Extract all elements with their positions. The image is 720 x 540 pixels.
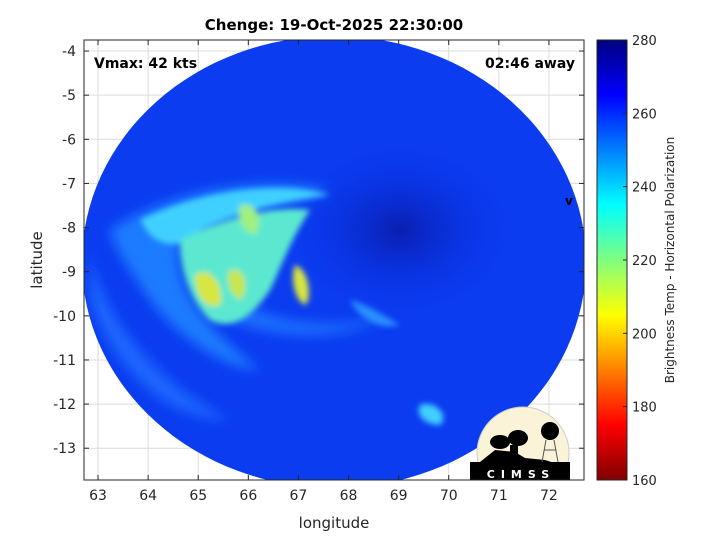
x-tick-label: 70 [440, 488, 458, 504]
cimss-logo-text: CIMSS [487, 468, 555, 481]
colorbar-tick-label: 240 [632, 181, 657, 196]
y-tick-label: -12 [53, 397, 76, 413]
y-axis-label: latitude [28, 231, 46, 289]
colorbar [596, 39, 628, 481]
x-tick-label: 71 [490, 488, 508, 504]
colorbar-tick-label: 180 [632, 401, 657, 416]
y-tick-label: -11 [53, 353, 76, 369]
y-tick-label: -4 [62, 44, 76, 60]
y-tick-label: -13 [53, 441, 76, 457]
vmax-annotation: Vmax: 42 kts [94, 56, 197, 72]
center-marker: v [565, 194, 573, 208]
x-tick-label: 68 [340, 488, 358, 504]
chart-title: Chenge: 19-Oct-2025 22:30:00 [205, 16, 463, 34]
colorbar-ticks: 160 180 200 220 240 260 280 [623, 34, 657, 489]
y-tick-label: -7 [62, 176, 76, 192]
colorbar-tick-label: 160 [632, 474, 657, 489]
colorbar-tick-label: 220 [632, 254, 657, 269]
x-tick-label: 67 [290, 488, 308, 504]
plot-frame [83, 39, 585, 481]
brightness-temp-image: CIMSS [84, 40, 584, 481]
x-tick-label: 64 [139, 488, 157, 504]
colorbar-label: Brightness Temp - Horizontal Polarizatio… [663, 137, 677, 384]
axis-ticks: 63 64 65 66 67 68 69 70 71 72 -4 -5 -6 -7 -8 -9 -10 -11 -1… [53, 40, 584, 504]
colorbar-tick-label: 280 [632, 34, 657, 49]
y-tick-label: -9 [62, 265, 76, 281]
cimss-logo: CIMSS [470, 406, 570, 481]
colorbar-tick-label: 260 [632, 107, 657, 122]
y-tick-label: -6 [62, 132, 76, 148]
x-tick-label: 66 [239, 488, 257, 504]
x-tick-label: 65 [189, 488, 207, 504]
x-tick-label: 72 [540, 488, 558, 504]
colorbar-tick-label: 200 [632, 327, 657, 342]
x-axis-label: longitude [299, 514, 370, 532]
x-tick-label: 69 [390, 488, 408, 504]
time-away-annotation: 02:46 away [485, 56, 575, 72]
y-tick-label: -8 [62, 221, 76, 237]
y-tick-label: -10 [53, 309, 76, 325]
x-tick-label: 63 [89, 488, 107, 504]
y-tick-label: -5 [62, 88, 76, 104]
